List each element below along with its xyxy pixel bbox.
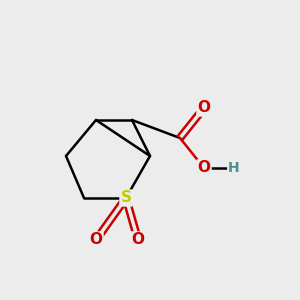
Text: H: H — [228, 161, 240, 175]
Text: O: O — [89, 232, 103, 247]
Text: O: O — [131, 232, 145, 247]
Text: O: O — [197, 160, 211, 175]
Text: S: S — [121, 190, 131, 206]
Text: O: O — [197, 100, 211, 116]
